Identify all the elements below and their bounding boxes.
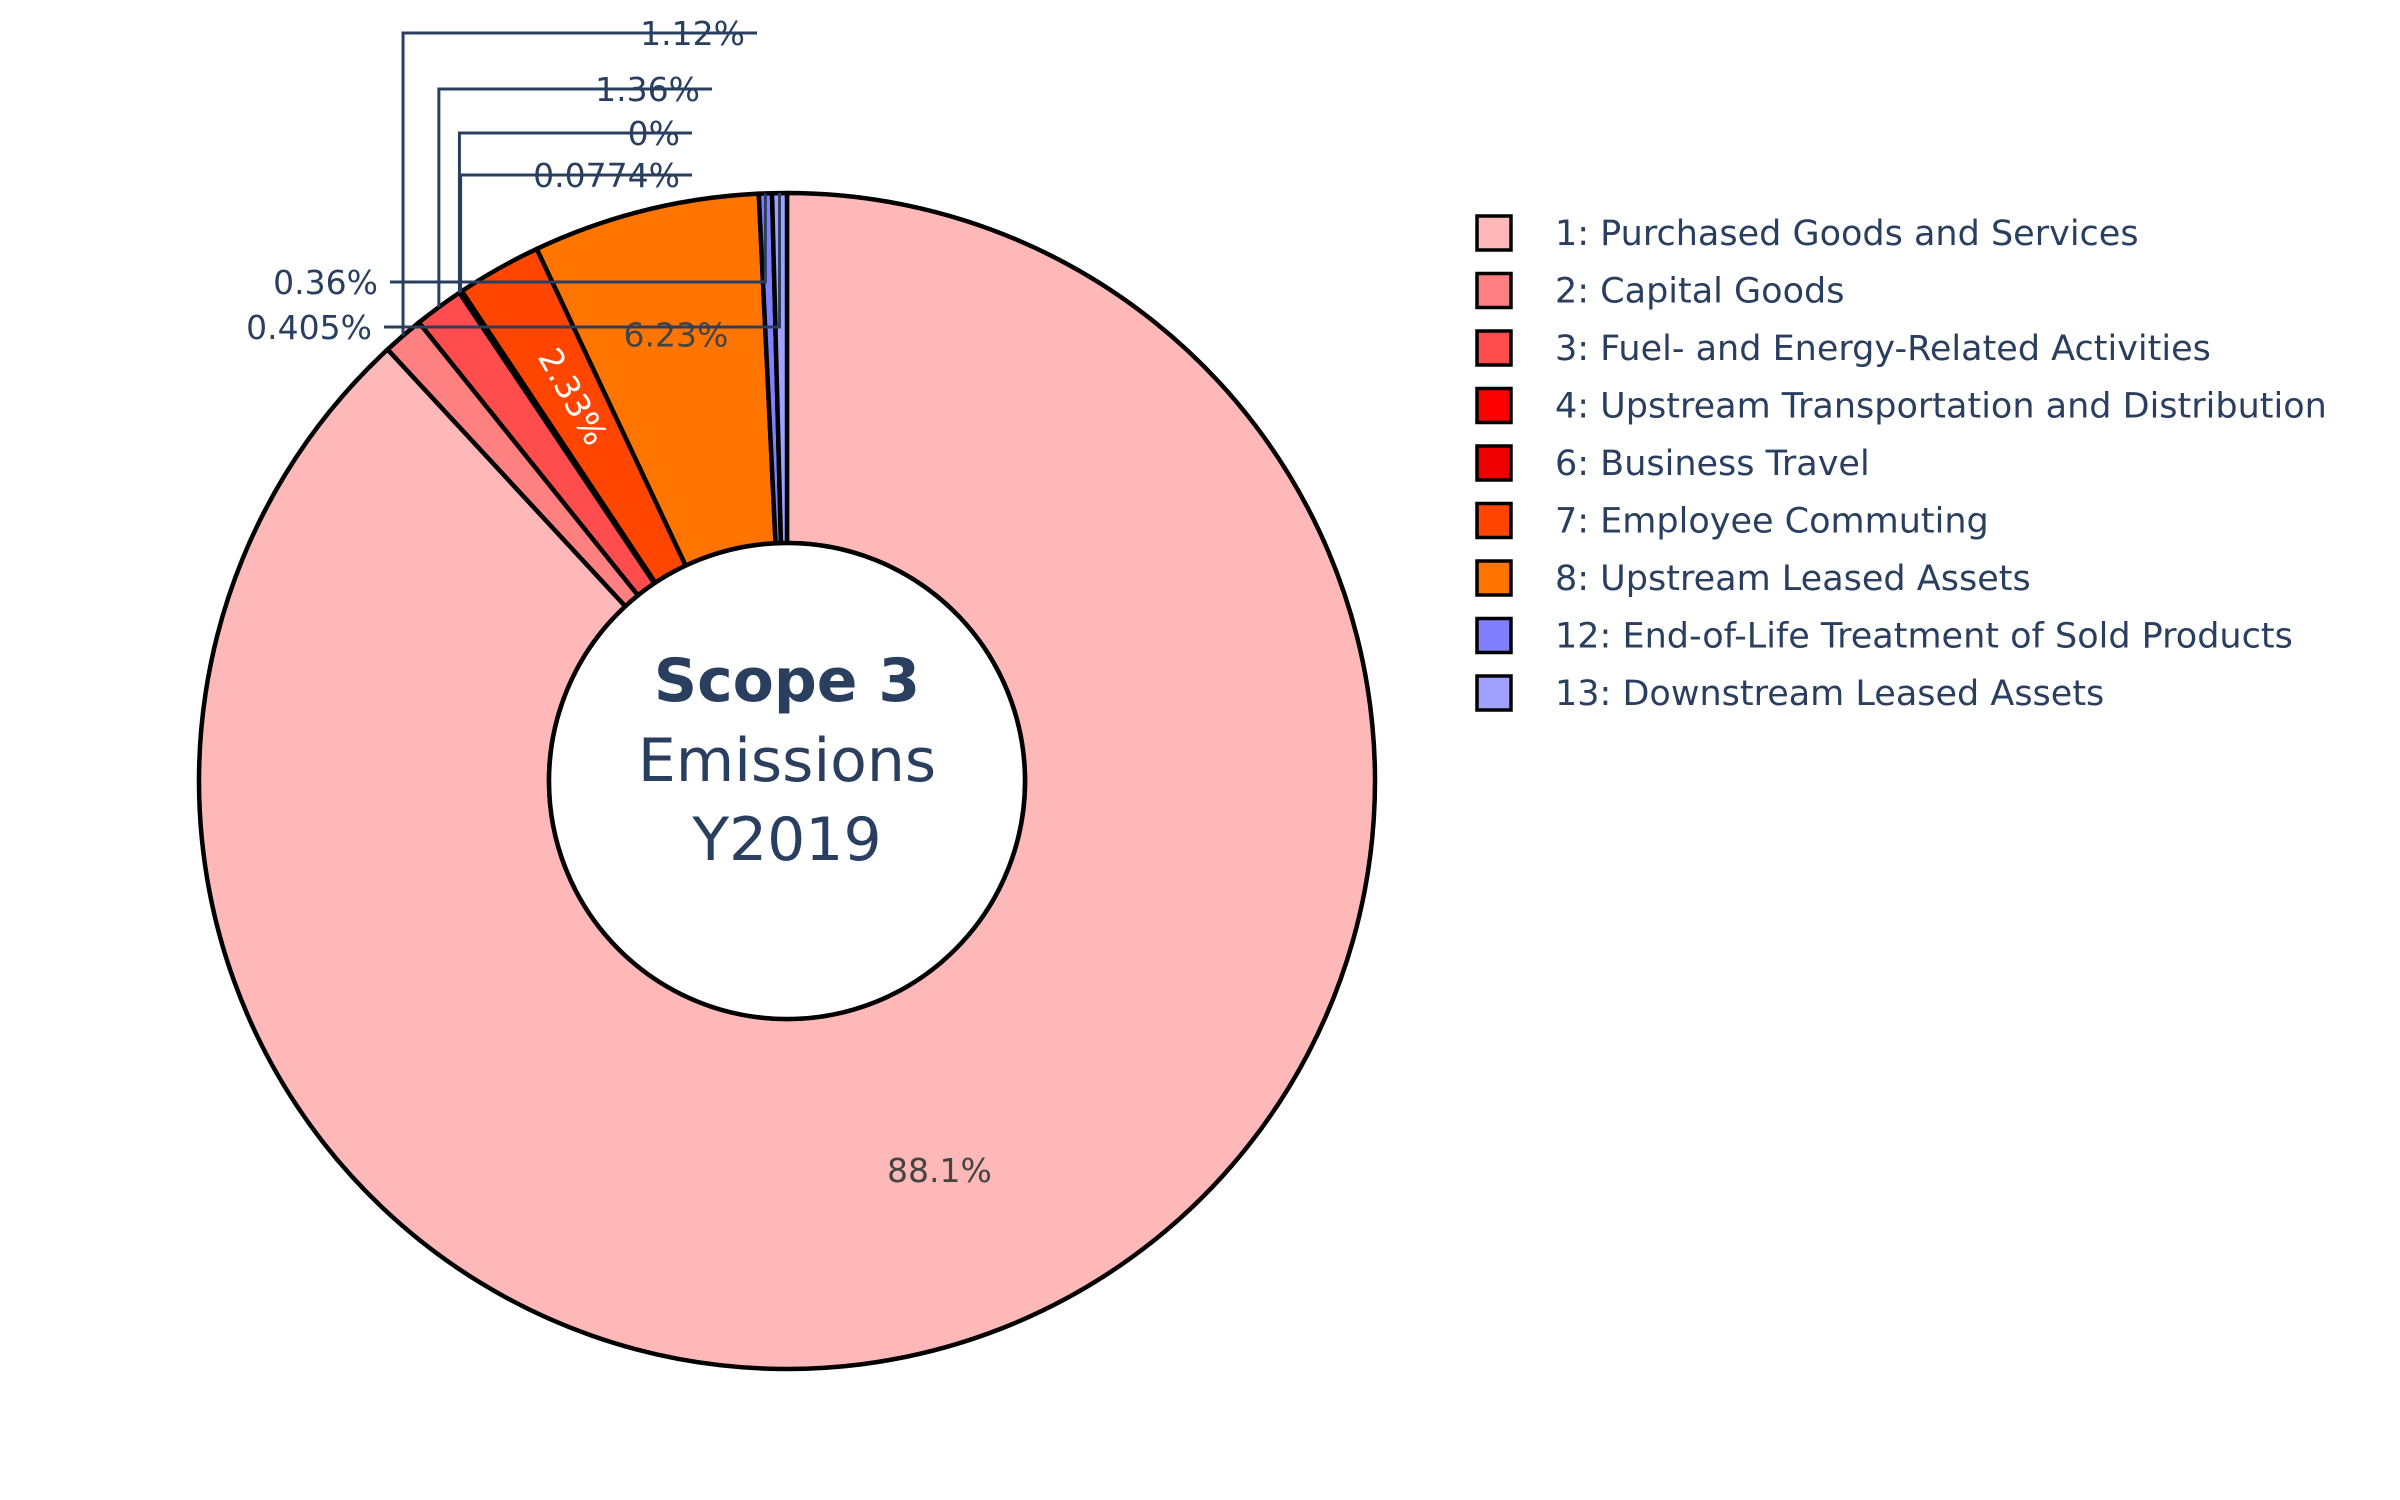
center-title-line3: Y2019 [691,805,881,875]
legend-swatch [1475,674,1513,712]
legend-label: 13: Downstream Leased Assets [1555,674,2104,714]
legend-swatch [1475,616,1513,655]
slice-label-9: 0.405% [246,308,372,347]
slice-label-1: 88.1% [887,1151,992,1190]
legend-swatch [1475,214,1513,252]
leader-line-9 [384,193,782,329]
legend-swatch [1475,329,1513,367]
slice-label-2: 1.12% [640,14,745,53]
slice-label-5: 0.0774% [533,156,680,195]
leader-line-5 [459,173,692,292]
center-title: Scope 3 Emissions Y2019 [638,646,936,875]
center-title-line1: Scope 3 [654,646,920,716]
slice-label-4: 0% [628,114,680,153]
legend-label: 7: Employee Commuting [1555,502,1989,542]
legend-label: 12: End-of-Life Treatment of Sold Produc… [1555,617,2293,657]
labels-layer: 88.1%1.12%1.36%0%0.0774%2.33%6.23%0.36%0… [246,14,992,1190]
legend-swatch [1475,559,1513,597]
legend-swatch [1475,501,1513,540]
legend-label: 6: Business Travel [1555,444,1870,484]
legend-swatch [1475,444,1513,482]
legend-label: 2: Capital Goods [1555,272,1844,312]
legend-swatch [1475,271,1513,310]
legend-item-8[interactable]: 12: End-of-Life Treatment of Sold Produc… [1475,616,2293,657]
legend-item-5[interactable]: 6: Business Travel [1475,444,1870,484]
slice-label-8: 0.36% [273,263,378,302]
leader-line-8 [390,193,767,284]
legend-item-7[interactable]: 8: Upstream Leased Assets [1475,559,2031,599]
legend-item-3[interactable]: 3: Fuel- and Energy-Related Activities [1475,329,2211,369]
legend-label: 8: Upstream Leased Assets [1555,559,2031,599]
legend-label: 3: Fuel- and Energy-Related Activities [1555,329,2211,369]
legend-swatch [1475,386,1513,425]
legend-label: 4: Upstream Transportation and Distribut… [1555,387,2327,427]
legend-label: 1: Purchased Goods and Services [1555,214,2139,254]
donut-hole [546,540,1028,1022]
legend-item-4[interactable]: 4: Upstream Transportation and Distribut… [1475,386,2327,427]
legend: 1: Purchased Goods and Services 2: Capita… [1475,214,2327,714]
legend-item-6[interactable]: 7: Employee Commuting [1475,501,1989,542]
slice-label-3: 1.36% [595,70,700,109]
slice-label-7: 6.23% [624,316,729,355]
center-title-line2: Emissions [638,726,936,796]
legend-item-2[interactable]: 2: Capital Goods [1475,271,1844,312]
leader-line-2 [401,31,757,336]
leader-line-3 [437,87,712,308]
legend-item-1[interactable]: 1: Purchased Goods and Services [1475,214,2139,254]
legend-item-9[interactable]: 13: Downstream Leased Assets [1475,674,2104,714]
